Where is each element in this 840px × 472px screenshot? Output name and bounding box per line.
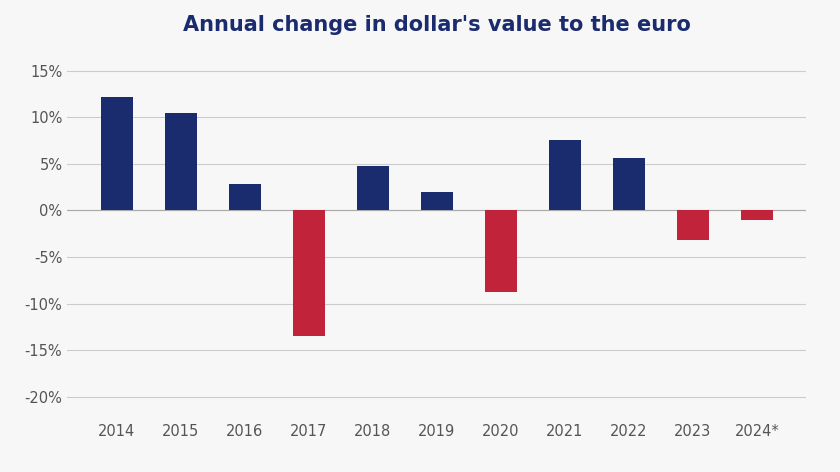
Bar	[228, 184, 260, 211]
Bar	[357, 166, 389, 211]
Bar	[293, 211, 325, 336]
Bar	[549, 140, 580, 211]
Bar	[165, 113, 197, 211]
Bar	[101, 97, 133, 211]
Bar	[677, 211, 709, 240]
Bar	[741, 211, 773, 219]
Title: Annual change in dollar's value to the euro: Annual change in dollar's value to the e…	[183, 15, 690, 34]
Bar	[421, 192, 453, 211]
Bar	[613, 158, 645, 211]
Bar	[485, 211, 517, 292]
